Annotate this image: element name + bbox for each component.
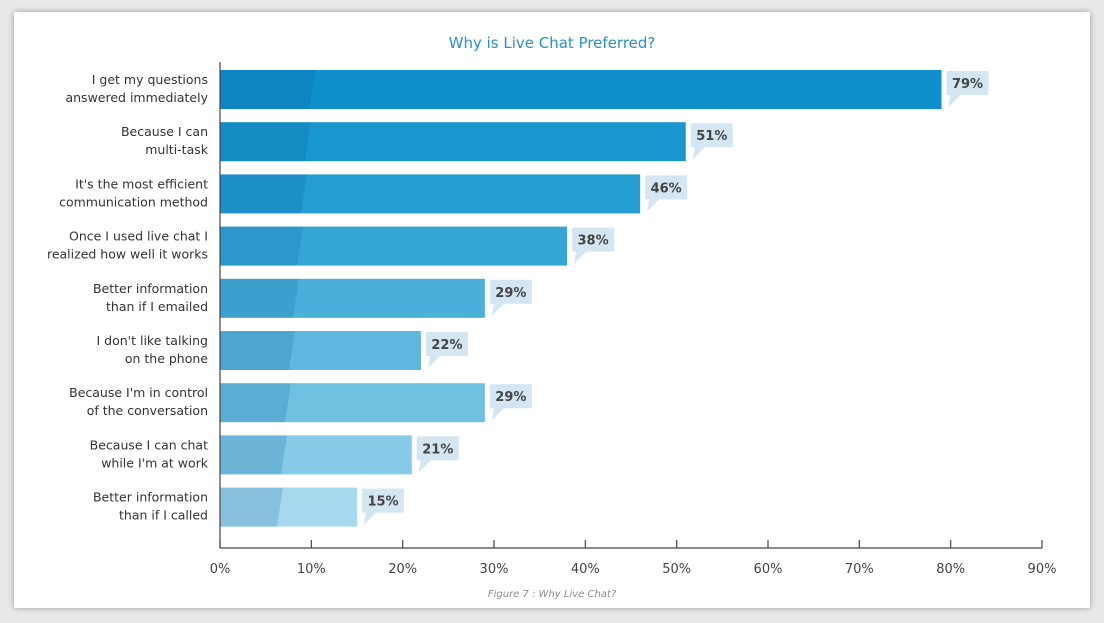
x-tick-label: 70% [845, 562, 874, 577]
x-tick-label: 10% [297, 562, 326, 577]
bar-shade [220, 122, 311, 162]
x-tick-label: 30% [480, 562, 509, 577]
chart-card [14, 12, 1090, 608]
category-label: Because I can multi-task [121, 124, 209, 157]
value-callout [489, 279, 532, 316]
value-label: 15% [367, 495, 398, 510]
x-tick-label: 90% [1028, 562, 1057, 577]
figure-caption: Figure 7 : Why Live Chat? [487, 589, 617, 600]
value-callout [946, 71, 989, 107]
value-label: 51% [696, 129, 727, 144]
category-label: I get my questions answered immediately [65, 72, 208, 105]
bar [220, 383, 485, 423]
value-label: 21% [422, 442, 453, 457]
bar [220, 278, 485, 318]
bar [220, 122, 686, 162]
bar-shade [220, 383, 291, 423]
category-label: Because I'm in control of the conversatio… [69, 385, 208, 418]
bar-shade [220, 278, 299, 318]
bar [220, 70, 942, 109]
value-callout [489, 384, 532, 421]
bar-shade [220, 174, 307, 214]
bar-shade [220, 435, 287, 475]
chart-title: Why is Live Chat Preferred? [448, 34, 656, 52]
x-tick-label: 40% [571, 562, 600, 577]
x-tick-label: 0% [210, 562, 231, 577]
category-label: Because I can chat while I'm at work [90, 437, 209, 470]
bar [220, 331, 421, 370]
x-tick-label: 50% [662, 562, 691, 577]
value-label: 22% [431, 338, 462, 353]
value-callout [572, 227, 615, 264]
bar [220, 435, 412, 475]
value-callout [416, 436, 459, 473]
bar-shade [220, 487, 283, 527]
value-label: 29% [495, 286, 526, 301]
value-label: 29% [495, 390, 526, 405]
bar-shade [220, 331, 295, 370]
x-tick-label: 60% [754, 562, 783, 577]
bar-shade [220, 226, 303, 266]
category-label: Better information than if I emailed [93, 281, 208, 314]
value-label: 38% [578, 234, 609, 249]
bar [220, 487, 357, 527]
bar-shade [220, 70, 315, 109]
category-label: I don't like talking on the phone [97, 333, 209, 366]
value-label: 46% [651, 181, 682, 196]
x-tick-label: 80% [936, 562, 965, 577]
bar [220, 226, 568, 266]
category-label: Better information than if I called [93, 490, 208, 523]
category-label: It's the most efficient communication met… [59, 176, 208, 209]
value-callout [645, 175, 688, 212]
x-tick-label: 20% [388, 562, 417, 577]
value-callout [425, 332, 468, 368]
value-label: 79% [952, 77, 983, 92]
value-callout [362, 488, 404, 525]
bar [220, 174, 641, 214]
value-callout [690, 123, 733, 160]
